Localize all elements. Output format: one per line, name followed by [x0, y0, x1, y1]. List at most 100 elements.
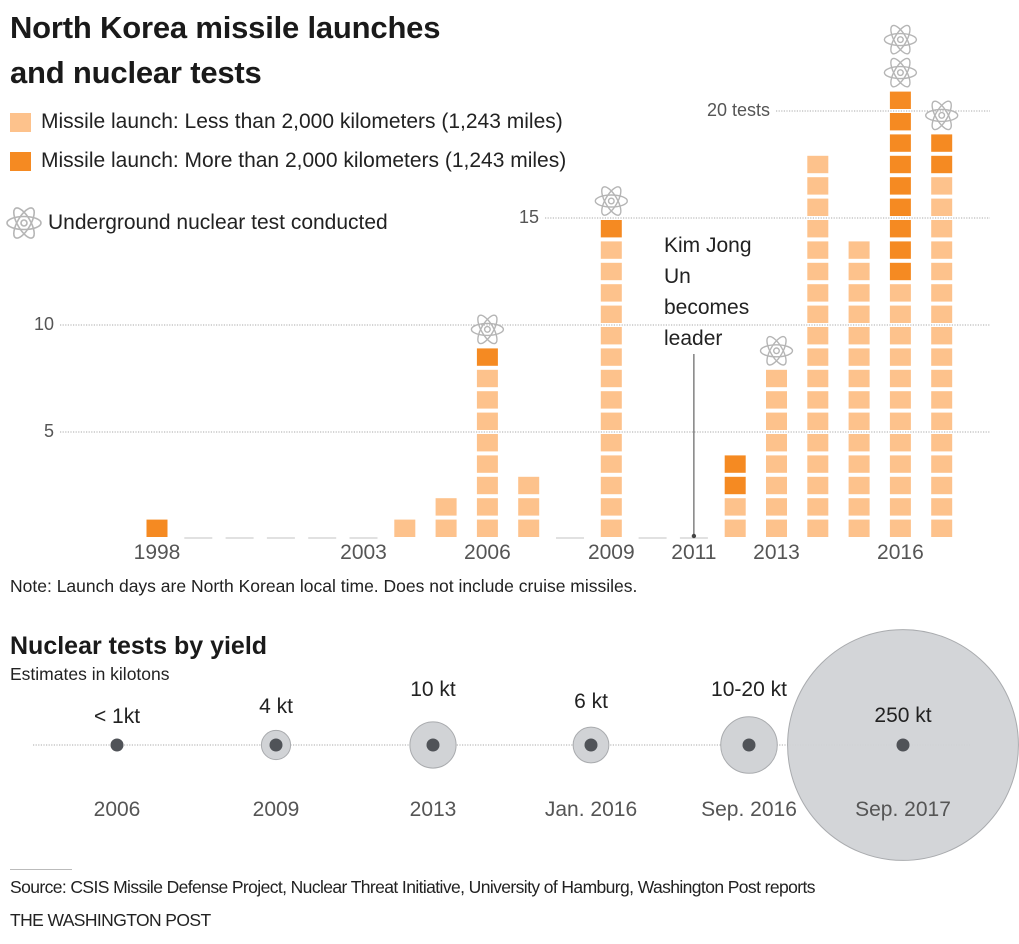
short-range-launch-block [931, 198, 953, 216]
publisher-brand: THE WASHINGTON POST [10, 910, 211, 930]
short-range-launch-block [848, 412, 870, 430]
short-range-launch-block [931, 348, 953, 366]
short-range-launch-block [394, 519, 416, 537]
x-tick-label: 2003 [340, 541, 387, 564]
short-range-launch-block [600, 262, 622, 281]
legend-item-long-range: Missile launch: More than 2,000 kilomete… [10, 149, 566, 173]
source-divider [10, 869, 72, 870]
short-range-launch-block [807, 155, 829, 174]
x-tick-label: 2006 [464, 541, 511, 564]
legend-item-short-range: Missile launch: Less than 2,000 kilomete… [10, 110, 563, 134]
short-range-launch-block [807, 327, 829, 345]
short-range-launch-block [889, 498, 911, 516]
yield-date-label: Sep. 2016 [701, 798, 797, 821]
y-tick-label: 15 [518, 207, 539, 227]
yield-kt-label: 250 kt [874, 704, 932, 727]
short-range-launch-block [889, 305, 911, 323]
short-range-launch-block [476, 476, 498, 495]
short-range-launch-block [889, 348, 911, 366]
long-range-launch-block [889, 198, 911, 216]
short-range-launch-block [807, 241, 829, 259]
yield-bubble [572, 726, 610, 764]
chart-note: Note: Launch days are North Korean local… [10, 576, 638, 596]
atom-icon [925, 100, 959, 131]
short-range-launch-block [600, 498, 622, 516]
yield-center-dot [584, 738, 598, 752]
atom-icon [6, 207, 42, 239]
short-range-launch-block [807, 455, 829, 473]
short-range-launch-block [848, 327, 870, 345]
short-range-launch-block [724, 519, 746, 537]
short-range-launch-block [600, 305, 622, 323]
yield-kt-label: 6 kt [574, 690, 608, 713]
x-tick-label: 2011 [671, 541, 717, 564]
legend-label-short-range: Missile launch: Less than 2,000 kilomete… [41, 110, 563, 133]
yield-date-label: 2009 [252, 798, 300, 821]
short-range-launch-block [600, 391, 622, 409]
long-range-launch-block [889, 134, 911, 152]
short-range-launch-block [518, 498, 540, 516]
short-range-launch-block [600, 284, 622, 302]
nuclear-test-markers [470, 24, 959, 366]
short-range-launch-block [766, 455, 787, 473]
short-range-launch-block [600, 327, 622, 345]
atom-icon [470, 314, 505, 345]
short-range-launch-block [724, 498, 746, 516]
short-range-launch-block [435, 519, 457, 537]
long-range-launch-block [889, 241, 911, 259]
atom-icon [883, 24, 918, 55]
yield-kt-label: 10 kt [410, 678, 456, 701]
short-range-launch-block [807, 434, 829, 452]
atom-icon [883, 57, 918, 88]
long-range-launch-block [889, 220, 911, 238]
short-range-launch-block [931, 305, 953, 323]
x-tick-label: 2013 [753, 541, 800, 564]
short-range-launch-block [848, 305, 870, 323]
annotation-dot [691, 533, 697, 539]
atom-icon [759, 335, 794, 366]
short-range-launch-block [848, 434, 870, 452]
short-range-launch-block [476, 519, 498, 537]
short-range-launch-block [807, 391, 829, 409]
chart-title-line-1: North Korea missile launches [10, 10, 441, 45]
x-tick-label: 1998 [133, 541, 181, 564]
long-range-launch-block [889, 91, 911, 109]
short-range-launch-block [476, 434, 498, 452]
short-range-launch-block [889, 327, 911, 345]
yield-date-label: Sep. 2017 [855, 798, 951, 821]
yield-section-title: Nuclear tests by yield [10, 632, 268, 660]
yield-date-label: Jan. 2016 [544, 798, 638, 821]
short-range-launch-block [931, 241, 953, 259]
yield-bubbles [33, 629, 1019, 861]
short-range-launch-block [931, 519, 953, 537]
short-range-launch-block [600, 476, 622, 495]
short-range-launch-block [807, 369, 829, 388]
yield-kt-label: < 1kt [93, 705, 141, 728]
yield-bubble [720, 716, 778, 774]
short-range-launch-block [931, 476, 953, 495]
short-range-launch-block [931, 369, 953, 388]
short-range-launch-block [435, 498, 457, 516]
short-range-launch-block [766, 412, 787, 430]
yield-date-label: 2006 [93, 798, 141, 821]
long-range-launch-block [889, 177, 911, 195]
bar-columns [146, 91, 953, 539]
short-range-launch-block [931, 177, 953, 195]
yield-center-dot [896, 738, 910, 752]
annotation-leader [691, 354, 697, 539]
short-range-launch-block [600, 412, 622, 430]
yield-center-dot [426, 738, 440, 752]
short-range-launch-block [848, 348, 870, 366]
legend-label-long-range: Missile launch: More than 2,000 kilomete… [41, 149, 567, 172]
long-range-launch-block [931, 155, 953, 174]
short-range-launch-block [848, 455, 870, 473]
short-range-launch-block [600, 455, 622, 473]
short-range-launch-block [807, 305, 829, 323]
y-tick-label: 10 [33, 314, 54, 334]
source-text: Source: CSIS Missile Defense Project, Nu… [10, 877, 815, 897]
short-range-launch-block [766, 391, 787, 409]
short-range-launch-block [600, 434, 622, 452]
short-range-launch-block [766, 498, 787, 516]
short-range-launch-block [848, 284, 870, 302]
long-range-launch-block [146, 519, 168, 537]
